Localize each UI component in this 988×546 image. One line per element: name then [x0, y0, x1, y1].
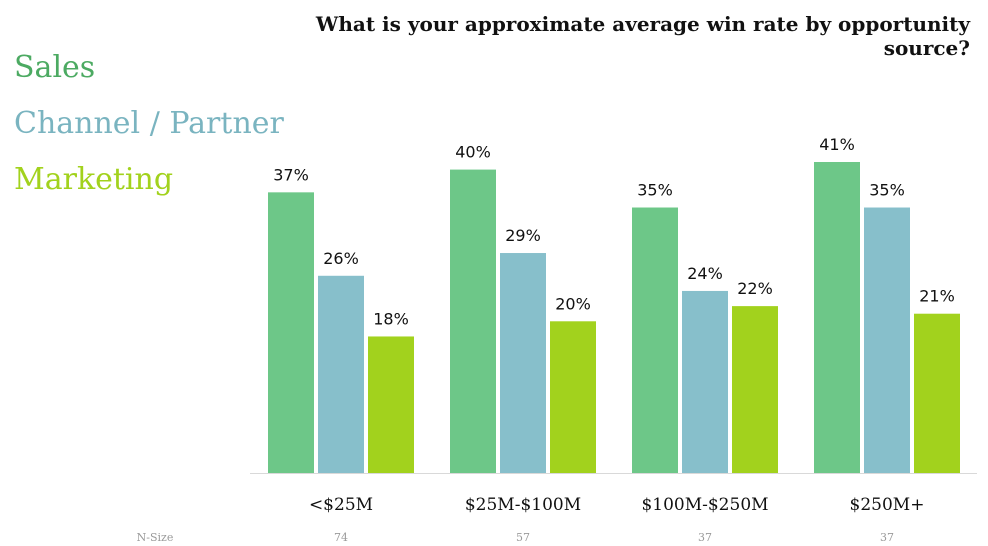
legend-item-sales: Sales — [14, 50, 96, 85]
bar-marketing-3 — [914, 313, 960, 473]
data-label-channel-partner-0: 26% — [323, 249, 359, 268]
bar-marketing-2 — [732, 306, 778, 473]
x-tick-label-1: $25M-$100M — [465, 495, 581, 515]
data-label-channel-partner-2: 24% — [687, 264, 723, 283]
legend-item-marketing: Marketing — [14, 162, 174, 197]
data-label-sales-3: 41% — [819, 135, 855, 154]
bar-marketing-0 — [368, 336, 414, 473]
bar-sales-1 — [450, 169, 496, 473]
data-label-channel-partner-1: 29% — [505, 226, 541, 245]
bar-channel-partner-2 — [682, 290, 728, 473]
n-size-value-3: 37 — [880, 531, 894, 544]
data-label-marketing-0: 18% — [373, 309, 409, 328]
bar-sales-0 — [268, 192, 314, 473]
n-size-label: N-Size — [136, 531, 174, 544]
data-label-sales-1: 40% — [455, 143, 491, 162]
data-label-marketing-3: 21% — [919, 287, 955, 306]
chart-title: What is your approximate average win rat… — [315, 12, 970, 60]
x-tick-label-3: $250M+ — [850, 495, 925, 515]
x-tick-label-0: <$25M — [309, 495, 373, 515]
data-label-sales-0: 37% — [273, 165, 309, 184]
bar-channel-partner-1 — [500, 253, 546, 473]
data-label-marketing-2: 22% — [737, 279, 773, 298]
n-size-value-2: 37 — [698, 531, 712, 544]
data-label-channel-partner-3: 35% — [869, 181, 905, 200]
n-size-value-1: 57 — [516, 531, 530, 544]
bar-channel-partner-0 — [318, 275, 364, 473]
bar-marketing-1 — [550, 321, 596, 473]
data-label-marketing-1: 20% — [555, 294, 591, 313]
legend-item-channel-partner: Channel / Partner — [14, 106, 284, 141]
bar-sales-3 — [814, 162, 860, 473]
x-tick-label-2: $100M-$250M — [641, 495, 768, 515]
data-label-sales-2: 35% — [637, 181, 673, 200]
bar-channel-partner-3 — [864, 207, 910, 473]
n-size-value-0: 74 — [334, 531, 348, 544]
bar-sales-2 — [632, 207, 678, 473]
